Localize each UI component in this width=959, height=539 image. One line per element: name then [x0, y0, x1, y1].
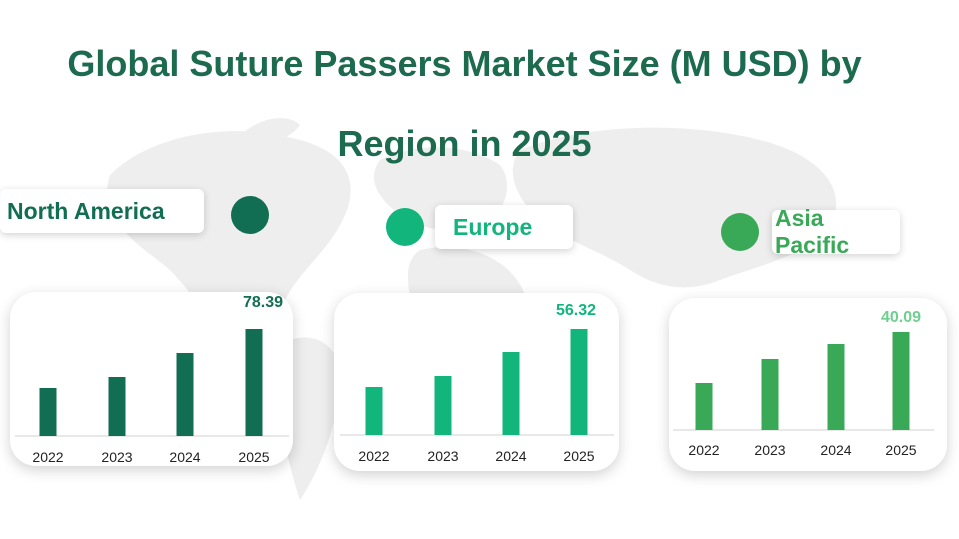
region-label-asia-pacific: Asia Pacific	[772, 205, 900, 258]
region-dot-europe	[386, 208, 424, 246]
bar-2025	[245, 329, 263, 436]
chart-title-line-2: Region in 2025	[337, 123, 592, 164]
region-dot-asia-pacific	[721, 213, 759, 251]
x-tick-label: 2024	[169, 449, 200, 465]
bar-2023	[108, 377, 126, 436]
chart-title-line-1: Global Suture Passers Market Size (M USD…	[67, 43, 862, 84]
region-name: Asia Pacific	[775, 205, 850, 258]
region-label-north-america: North America	[0, 189, 204, 233]
bar-2024	[176, 353, 194, 436]
data-label-2025: 78.39	[243, 294, 283, 311]
x-tick-label: 2023	[101, 449, 132, 465]
region-dot-north-america	[231, 196, 269, 234]
bar-2022	[39, 388, 57, 436]
region-name: North America	[7, 197, 165, 224]
region-name: Europe	[453, 213, 533, 240]
x-tick-label: 2025	[238, 449, 269, 465]
region-label-europe: Europe	[435, 205, 573, 249]
x-tick-label: 2022	[32, 449, 63, 465]
